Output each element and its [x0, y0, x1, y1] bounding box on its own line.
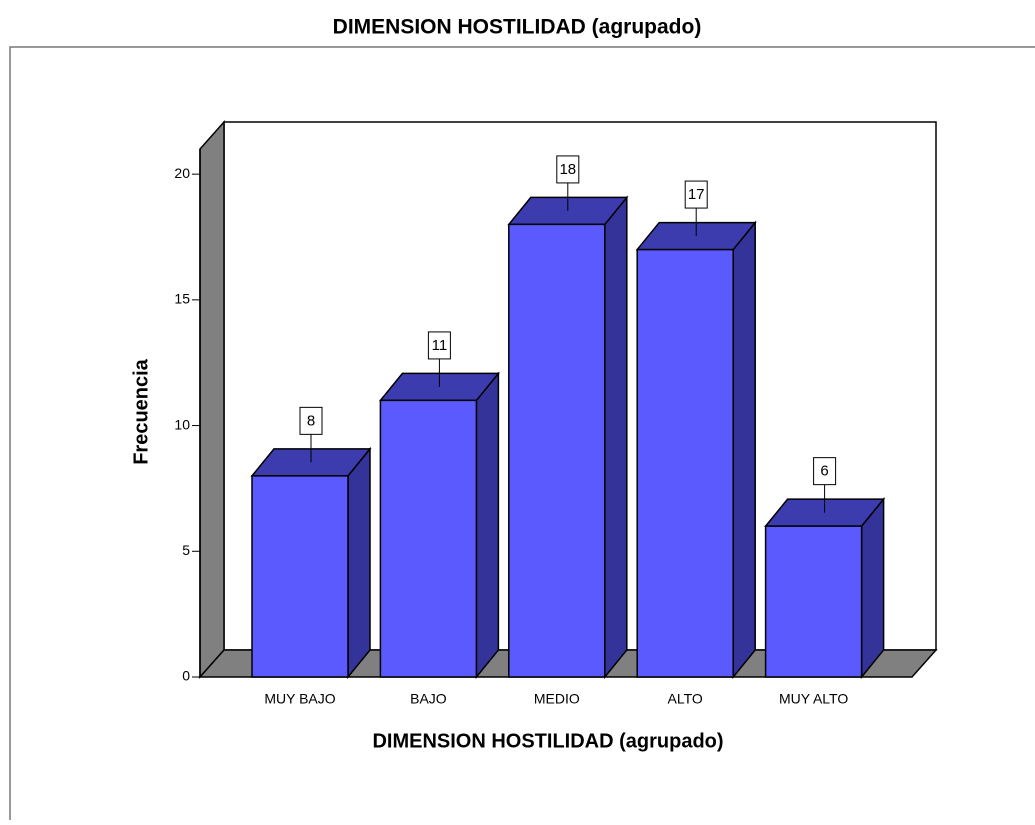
value-label: 8 [307, 412, 315, 429]
bar-front [764, 525, 863, 678]
bar-side [604, 195, 628, 680]
y-tick-label: 5 [182, 542, 190, 558]
y-tick-label: 0 [182, 668, 190, 684]
side-wall [199, 120, 225, 679]
bar [635, 220, 757, 680]
bar-side [475, 371, 500, 680]
x-axis-label: DIMENSION HOSTILIDAD (agrupado) [372, 730, 723, 752]
x-tick-label: MUY BAJO [264, 691, 335, 707]
y-tick-label: 15 [174, 291, 190, 307]
bar-front [636, 248, 734, 678]
chart-title: DIMENSION HOSTILIDAD (agrupado) [333, 16, 702, 39]
bar-side [860, 497, 885, 680]
label-box [684, 180, 708, 209]
label-box [813, 457, 837, 486]
bar-side [347, 446, 371, 680]
value-label: 18 [559, 161, 576, 178]
bar-front [251, 475, 349, 678]
x-tick-label: MEDIO [534, 691, 580, 707]
x-tick-label: ALTO [668, 691, 703, 707]
bar [250, 446, 372, 680]
x-tick-label: MUY ALTO [779, 691, 848, 707]
bar [507, 195, 629, 680]
value-label: 6 [820, 463, 828, 480]
frame [9, 46, 1035, 820]
y-tick-label: 10 [174, 416, 190, 432]
value-label: 17 [688, 186, 705, 203]
y-axis-label: Frecuencia [130, 358, 152, 464]
label-box [427, 331, 451, 360]
bar-front [508, 223, 606, 678]
x-tick-label: BAJO [410, 691, 447, 707]
bar [378, 371, 500, 680]
bar [764, 497, 886, 680]
bar-front [379, 399, 478, 678]
value-label: 11 [432, 337, 448, 354]
label-box [299, 406, 323, 435]
bar-side [732, 220, 756, 680]
y-tick-label: 20 [174, 165, 190, 181]
label-box [556, 155, 580, 184]
